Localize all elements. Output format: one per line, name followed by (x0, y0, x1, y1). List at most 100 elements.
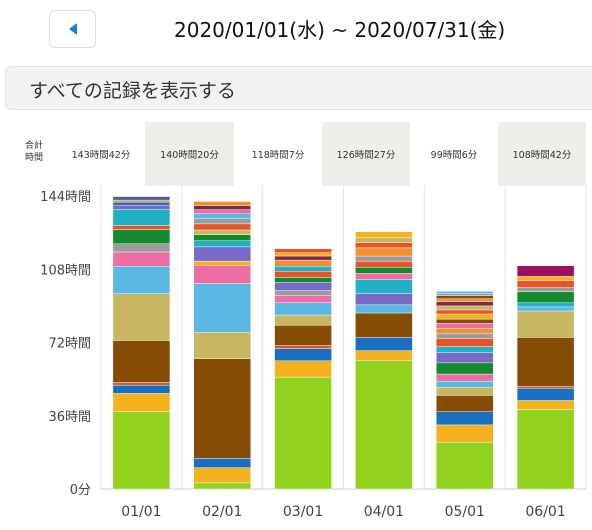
bar-segment (436, 301, 494, 307)
bar-segment (193, 482, 251, 490)
bar-segment (112, 229, 171, 245)
bar-segment (112, 243, 171, 253)
bar-segment (436, 309, 494, 315)
bar-segment (436, 305, 494, 311)
bar-segment (112, 265, 171, 294)
bar-segment (193, 201, 251, 206)
bar-segment (436, 318, 494, 324)
total-cell: 140時間20分 (145, 122, 234, 186)
bar-segment (436, 442, 494, 490)
totals-label-line2: 時間 (25, 153, 44, 163)
bar-segment (193, 218, 251, 225)
bar-segment (436, 362, 494, 375)
bar-segment (516, 310, 575, 338)
bar-segment (274, 265, 332, 272)
bar-segment (112, 225, 171, 230)
total-cell: 143時間42分 (71, 150, 131, 161)
bar-segment (436, 333, 494, 339)
x-tick-label: 01/01 (121, 504, 161, 520)
bar-segment (112, 201, 171, 206)
bar-segment (193, 283, 251, 333)
bar-segment (193, 223, 251, 231)
y-tick-label: 144時間 (40, 190, 91, 205)
bar-segment (274, 302, 332, 316)
bar-segment (112, 385, 171, 394)
bar-segment (274, 314, 332, 326)
total-cell: 108時間42分 (498, 122, 586, 186)
bar-segment (274, 290, 332, 296)
bar-segment (274, 277, 332, 283)
bar-segment (112, 411, 171, 490)
y-tick-label: 36時間 (48, 410, 91, 425)
bar-segment (193, 240, 251, 248)
bar-segment (436, 313, 494, 320)
chevron-left-icon (68, 23, 77, 35)
bar-segment (436, 424, 494, 443)
bar-segment (274, 271, 332, 278)
bar-segment (355, 312, 413, 338)
bar-segment (516, 276, 575, 281)
bar-segment (436, 411, 494, 426)
bar-segment (436, 322, 494, 329)
bar-segment (193, 234, 251, 241)
bar-segment (274, 345, 332, 349)
bar-segment (355, 337, 413, 351)
bar-segment (112, 199, 171, 203)
bar-segment (274, 348, 332, 362)
bar-segment (193, 205, 251, 210)
bar-segment (112, 293, 171, 341)
show-all-records-button[interactable]: すべての記録を表示する (5, 66, 592, 110)
bar-segment (516, 302, 575, 308)
bar-segment (193, 246, 251, 262)
bar-segment (193, 467, 251, 484)
bar-segment (355, 247, 413, 257)
bar-segment (516, 280, 575, 288)
bar-segment (516, 291, 575, 304)
bar-segment (516, 388, 575, 401)
bar-segment (193, 260, 251, 266)
bar-segment (274, 282, 332, 291)
bar-segment (516, 400, 575, 410)
bar-segment (355, 350, 413, 362)
totals-label-line1: 合計 (25, 141, 44, 151)
bar-segment (193, 213, 251, 219)
bar-segment (355, 255, 413, 262)
bar-segment (355, 242, 413, 249)
back-button[interactable] (49, 10, 96, 48)
bar-segment (193, 358, 251, 459)
x-tick-label: 03/01 (283, 504, 323, 520)
bar-segment (355, 279, 413, 294)
bar-segment (516, 287, 575, 292)
bar-segment (436, 373, 494, 382)
bar-segment (112, 204, 171, 210)
bar-segment (274, 360, 332, 378)
bar-segment (436, 338, 494, 347)
bar-segment (274, 248, 332, 253)
bar-segment (355, 237, 413, 243)
bar-segment (355, 273, 413, 280)
bar-segment (436, 291, 494, 294)
bar-segment (516, 306, 575, 312)
bar-segment (436, 293, 494, 296)
bar-segment (355, 267, 413, 274)
x-tick-label: 06/01 (525, 504, 565, 520)
bar-segment (436, 395, 494, 412)
bar-segment (274, 295, 332, 304)
bar-segment (355, 231, 413, 238)
bar-segment (193, 264, 251, 284)
total-cell: 118時間7分 (251, 150, 305, 161)
bar-segment (516, 386, 575, 389)
bar-segment (193, 332, 251, 359)
bar-segment (112, 196, 171, 201)
bar-segment (436, 352, 494, 364)
bar-segment (112, 209, 171, 226)
bar-segment (112, 393, 171, 412)
date-range: 2020/01/01(水) ~ 2020/07/31(金) (174, 18, 506, 42)
x-tick-label: 04/01 (364, 504, 404, 520)
total-cell: 99時間6分 (430, 150, 478, 161)
bar-segment (274, 376, 332, 490)
bar-segment (436, 295, 494, 299)
stacked-bar-chart: 0分 36時間 72時間 108時間 144時間 01/01 02/01 03/01 04/01… (40, 185, 587, 520)
totals-label: 合計 時間 (25, 140, 43, 164)
bar-segment (193, 458, 251, 468)
